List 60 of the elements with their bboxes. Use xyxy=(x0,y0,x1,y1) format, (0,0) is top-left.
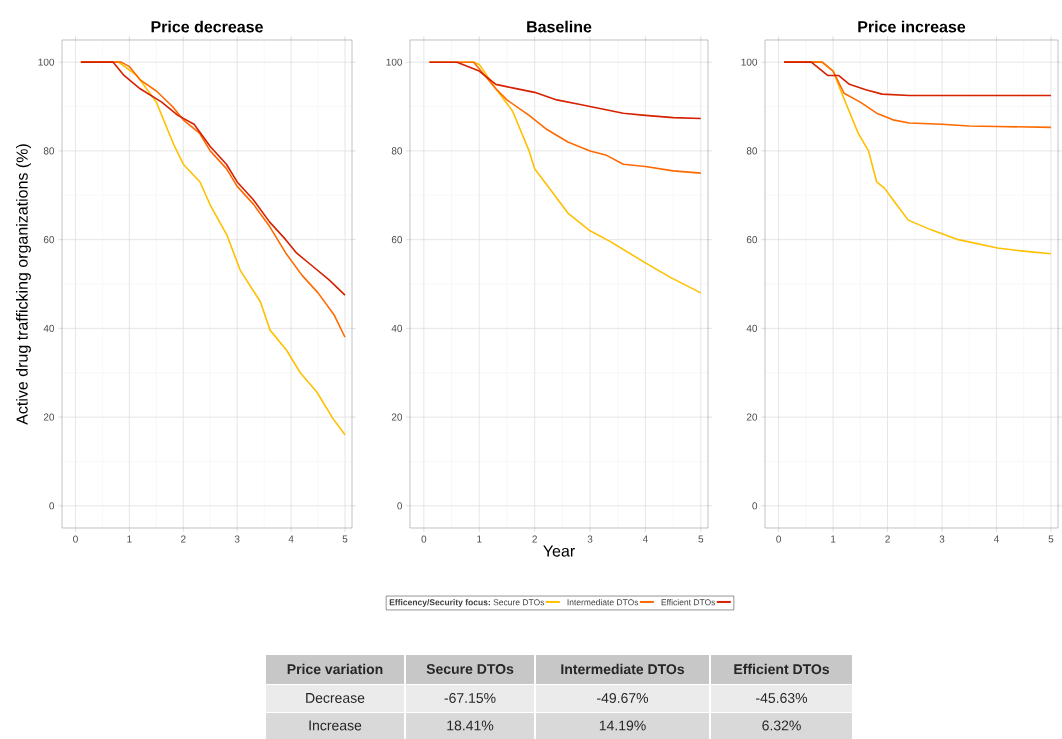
x-tick-label: 4 xyxy=(642,535,648,543)
y-tick-label: 40 xyxy=(43,324,55,332)
text: 14.19% xyxy=(599,720,646,731)
chart-title: Price increase xyxy=(858,20,966,33)
x-tick-label: 1 xyxy=(831,535,836,543)
x-tick-label: 5 xyxy=(698,535,704,543)
y-tick-label: 80 xyxy=(391,147,403,155)
x-tick-label: 0 xyxy=(776,535,782,543)
y-tick-label: 80 xyxy=(746,147,758,155)
chart-title: Price decrease xyxy=(151,20,263,33)
legend-label: Secure DTOs xyxy=(493,599,545,606)
y-tick-label: 40 xyxy=(746,324,758,332)
y-axis-title: Active drug trafficking organizations (%) xyxy=(16,144,31,425)
y-tick-label: 60 xyxy=(746,236,758,244)
text: Increase xyxy=(309,720,362,731)
y-tick-label: 60 xyxy=(391,236,403,244)
y-tick-label: 20 xyxy=(391,413,403,421)
x-tick-label: 2 xyxy=(181,535,186,543)
text: -67.15% xyxy=(444,693,496,703)
text: 6.32% xyxy=(762,720,801,731)
y-tick-label: 0 xyxy=(752,502,758,510)
x-tick-label: 3 xyxy=(234,535,240,543)
text: Secure DTOs xyxy=(426,664,514,674)
x-tick-label: 0 xyxy=(73,535,78,543)
text: -45.63% xyxy=(756,693,808,703)
line-series xyxy=(428,61,702,120)
x-tick-label: 2 xyxy=(532,535,537,543)
x-tick-label: 4 xyxy=(993,535,999,543)
x-tick-label: 0 xyxy=(421,535,427,543)
legend-title: Efficency/Security focus: xyxy=(389,599,490,607)
y-tick-label: 100 xyxy=(38,58,55,66)
x-tick-label: 5 xyxy=(1048,535,1054,543)
text: -49.67% xyxy=(597,693,649,703)
x-tick-label: 5 xyxy=(342,535,348,543)
x-tick-label: 3 xyxy=(939,535,945,543)
y-tick-label: 80 xyxy=(43,147,55,155)
legend-label: Efficient DTOs xyxy=(661,599,716,606)
y-tick-label: 20 xyxy=(43,413,55,421)
y-tick-label: 0 xyxy=(397,502,403,510)
x-tick-label: 2 xyxy=(885,535,890,543)
y-tick-label: 100 xyxy=(741,58,758,66)
y-tick-label: 40 xyxy=(391,324,403,332)
y-tick-label: 20 xyxy=(746,413,758,421)
chart-title: Baseline xyxy=(527,20,592,33)
line-series xyxy=(80,61,346,296)
x-axis-title: Year xyxy=(543,545,575,557)
y-tick-label: 60 xyxy=(43,236,55,244)
text: Efficient DTOs xyxy=(734,663,830,675)
legend-label: Intermediate DTOs xyxy=(567,599,639,606)
text: 18.41% xyxy=(447,720,494,731)
text: Decrease xyxy=(306,693,365,703)
y-tick-label: 0 xyxy=(49,502,55,510)
x-tick-label: 4 xyxy=(288,535,294,543)
x-tick-label: 1 xyxy=(477,535,482,543)
x-tick-label: 1 xyxy=(127,535,132,543)
text: Price variation xyxy=(287,663,383,675)
line-series xyxy=(783,61,1052,97)
y-tick-label: 100 xyxy=(386,58,403,66)
x-tick-label: 3 xyxy=(587,535,593,543)
text: Intermediate DTOs xyxy=(561,663,685,675)
